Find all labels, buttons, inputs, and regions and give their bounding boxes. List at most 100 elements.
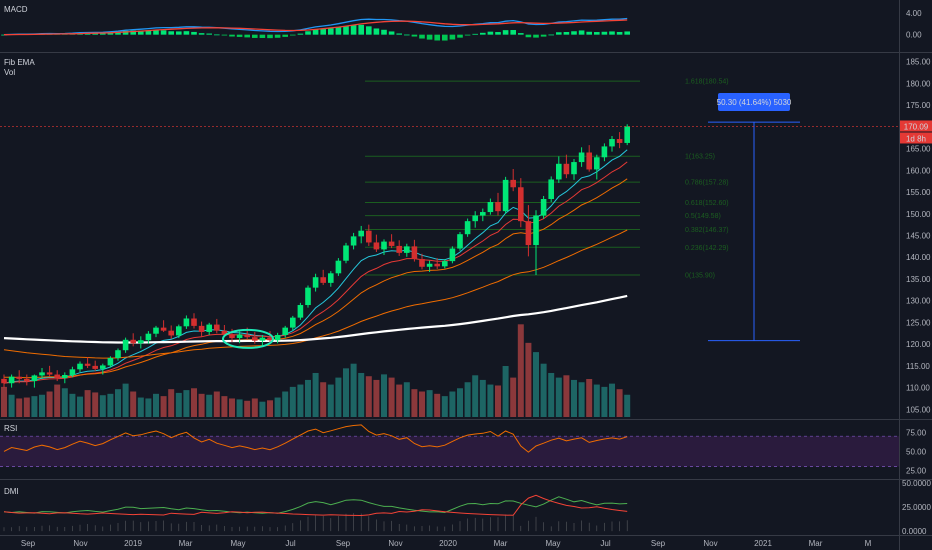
macd-histogram-bar: [495, 32, 501, 35]
volume-bar: [92, 392, 99, 417]
highlight-ellipse-annotation: [222, 328, 274, 349]
volume-bar: [411, 389, 418, 417]
macd-histogram-bar: [290, 34, 296, 36]
price-axis-tick: 110.00: [906, 384, 930, 393]
macd-pane: [1, 17, 630, 41]
volume-bar: [259, 401, 266, 417]
candle-body: [214, 324, 220, 331]
ema-200-line: [3, 294, 628, 344]
price-axis-tick: 165.00: [906, 145, 931, 154]
candle-body: [571, 162, 577, 175]
volume-bar: [175, 392, 182, 417]
dmi-axis-tick: 50.0000: [902, 479, 931, 488]
dmi-axis-tick: 25.0000: [902, 503, 931, 512]
volume-bar: [525, 342, 532, 417]
macd-histogram-bar: [343, 26, 349, 35]
countdown-tag: [900, 132, 932, 144]
candle-body: [533, 215, 539, 246]
candle-body: [16, 376, 22, 379]
volume-bar: [403, 382, 410, 417]
candle-body: [107, 358, 114, 366]
macd-histogram-bar: [373, 28, 380, 35]
time-axis-label: 2020: [439, 539, 457, 548]
candle-body: [350, 236, 357, 246]
macd-axis-tick: 4.00: [906, 9, 922, 18]
candle-body: [115, 350, 121, 359]
volume-bar: [305, 379, 311, 417]
volume-title: Vol: [4, 68, 15, 77]
macd-histogram-bar: [145, 30, 152, 35]
candle-body: [388, 241, 395, 246]
volume-bar: [191, 388, 197, 417]
macd-signal-line: [3, 19, 628, 36]
candle-body: [274, 335, 281, 341]
candle-body: [244, 334, 250, 338]
volume-bar: [274, 397, 281, 417]
macd-histogram-bar: [464, 34, 471, 36]
candle-body: [122, 339, 129, 351]
volume-bar: [616, 389, 623, 417]
macd-histogram-bar: [335, 27, 342, 35]
candle-body: [343, 245, 349, 261]
price-axis-tick: 155.00: [906, 188, 931, 197]
macd-histogram-bar: [480, 32, 486, 35]
price-axis-tick: 160.00: [906, 166, 931, 175]
time-axis-label: Sep: [651, 539, 666, 548]
volume-bar: [502, 366, 509, 417]
volume-bar: [495, 385, 501, 417]
fib-level-label: 0.786(157.28): [685, 180, 729, 187]
rsi-pane: [0, 424, 899, 467]
time-axis-label: 2021: [754, 539, 772, 548]
candle-body: [540, 199, 547, 216]
volume-bar: [396, 384, 403, 417]
volume-bar: [289, 386, 296, 417]
macd-histogram-bar: [115, 31, 121, 35]
time-axis-label: May: [545, 539, 560, 548]
volume-bar: [213, 391, 220, 417]
candle-body: [442, 261, 448, 267]
candle-body: [624, 126, 630, 143]
macd-histogram-bar: [92, 33, 98, 35]
volume-bar: [23, 397, 30, 417]
macd-histogram-bar: [548, 34, 554, 36]
volume-bar: [251, 398, 258, 417]
candle-body: [464, 221, 471, 235]
volume-bar: [517, 324, 524, 417]
volume-bar: [464, 382, 471, 417]
volume-bar: [434, 393, 441, 417]
bar-countdown: 1d 8h: [906, 134, 926, 143]
price-axis[interactable]: 170.09 1d 8h 185.00 180.00 175.00 165.00 160.0…: [900, 9, 932, 536]
candle-body: [24, 378, 30, 382]
dmi-title: DMI: [4, 487, 19, 496]
candle-body: [69, 369, 76, 375]
fib-retracement[interactable]: 1.618(180.54) 1(163.25) 0.786(157.28) 0.618…: [365, 79, 729, 280]
macd-histogram-bar: [411, 34, 418, 37]
volume-bar: [16, 398, 23, 417]
ema-13-line: [3, 161, 628, 384]
macd-histogram-bar: [472, 33, 478, 35]
price-axis-tick: 145.00: [906, 232, 931, 241]
volume-bar: [540, 363, 547, 417]
rsi-title: RSI: [4, 424, 17, 433]
candle-body: [419, 258, 425, 267]
macd-histogram-bar: [404, 34, 410, 36]
time-axis[interactable]: Sep Nov 2019 Mar May Jul Sep Nov 2020 Mar May Jul Se…: [21, 539, 872, 548]
macd-histogram-bar: [419, 34, 425, 39]
macd-histogram-bar: [153, 29, 159, 35]
volume-bar: [229, 398, 235, 417]
macd-histogram-bar: [434, 34, 440, 41]
macd-histogram-bar: [100, 33, 106, 35]
macd-histogram-bar: [518, 33, 524, 35]
candle-body: [548, 179, 554, 199]
macd-histogram-bar: [176, 31, 182, 35]
annotations[interactable]: 50.30 (41.64%) 5030: [0, 93, 899, 349]
volume-bar: [358, 372, 365, 417]
volume-bar: [510, 377, 517, 417]
macd-histogram-bar: [198, 33, 205, 35]
candle-body: [229, 334, 235, 339]
fib-level-label: 0(135.90): [685, 273, 715, 280]
volume-bar: [31, 396, 38, 417]
volume-bar: [449, 391, 456, 417]
volume-bar: [145, 398, 152, 417]
